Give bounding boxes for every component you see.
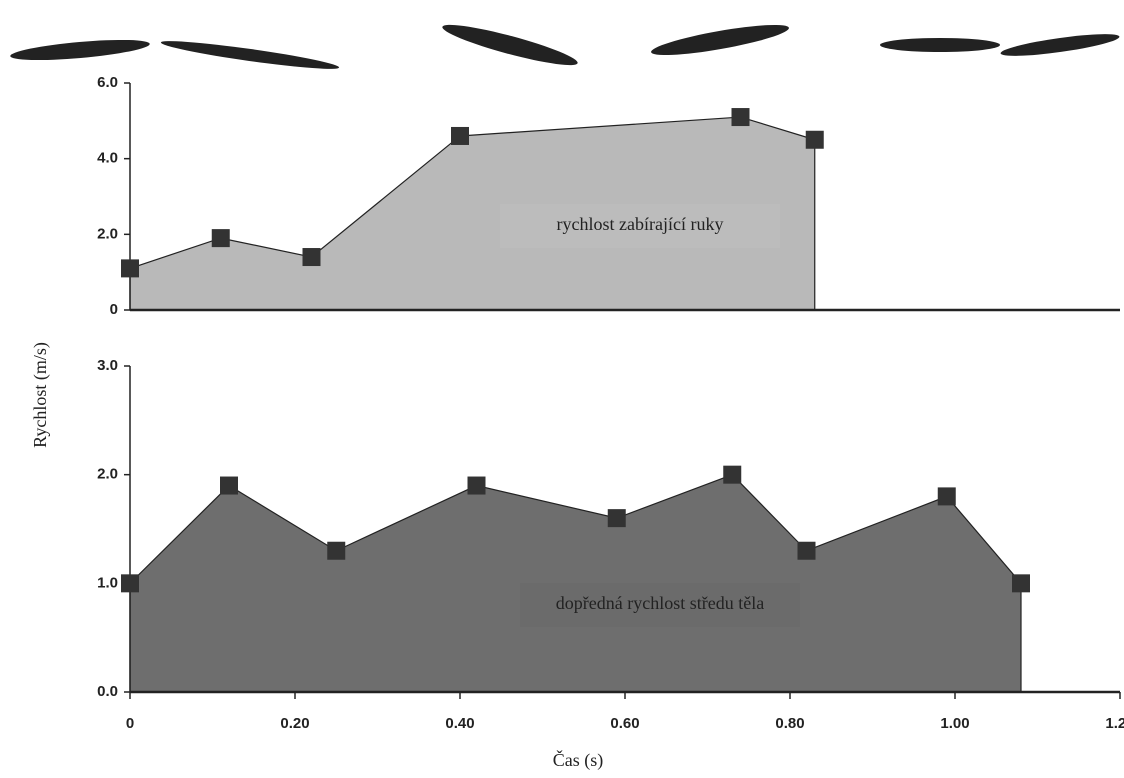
y-tick-label: 0.0 (97, 683, 118, 700)
y-tick-label: 1.0 (97, 574, 118, 591)
marker (121, 574, 139, 592)
x-tick-label: 1.20 (1105, 715, 1124, 732)
marker (732, 108, 750, 126)
y-tick-label: 6.0 (97, 74, 118, 91)
y-tick-label: 3.0 (97, 357, 118, 374)
marker (723, 466, 741, 484)
marker (121, 259, 139, 277)
annotation: dopředná rychlost středu těla (556, 593, 764, 613)
marker (451, 127, 469, 145)
marker (468, 477, 486, 495)
x-tick-label: 0 (126, 715, 134, 732)
marker (327, 542, 345, 560)
marker (220, 477, 238, 495)
x-tick-label: 1.00 (940, 715, 969, 732)
marker (212, 229, 230, 247)
marker (798, 542, 816, 560)
y-tick-label: 4.0 (97, 150, 118, 167)
marker (1012, 574, 1030, 592)
marker (608, 509, 626, 527)
x-tick-label: 0.80 (775, 715, 804, 732)
y-label: Rychlost (m/s) (30, 342, 51, 448)
x-label: Čas (s) (553, 749, 604, 771)
marker (303, 248, 321, 266)
x-tick-label: 0.40 (445, 715, 474, 732)
chart: 0 2.0 4.0 6.0 rychlost zabírající ruky 0.0 1.0… (0, 0, 1124, 778)
annotation: rychlost zabírající ruky (557, 214, 724, 234)
y-tick-label: 0 (110, 301, 118, 318)
x-tick-label: 0.60 (610, 715, 639, 732)
marker (806, 131, 824, 149)
y-tick-label: 2.0 (97, 225, 118, 242)
y-tick-label: 2.0 (97, 466, 118, 483)
x-tick-label: 0.20 (280, 715, 309, 732)
marker (938, 487, 956, 505)
swimmer-illustrations (10, 18, 1121, 73)
